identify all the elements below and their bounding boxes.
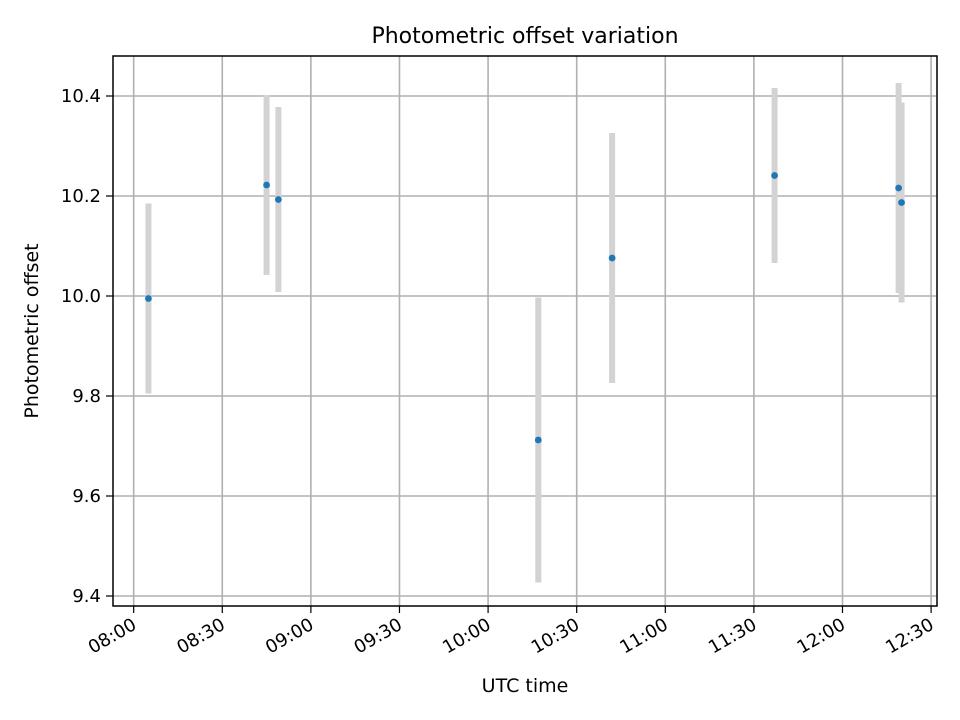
data-point [534, 436, 542, 444]
data-point [771, 172, 778, 179]
x-tick-label: 08:00 [85, 614, 140, 658]
data-point [895, 184, 903, 192]
data-point [274, 196, 282, 203]
x-tick-label: 11:30 [705, 614, 760, 658]
data-points [145, 172, 905, 444]
y-axis-ticks: 9.4 9.6 9.8 10.0 10.2 10.4 [61, 86, 113, 607]
plot-frame [112, 55, 938, 607]
y-tick-label: 10.0 [61, 286, 101, 307]
x-tick-label: 12:30 [882, 614, 937, 658]
y-tick-label: 10.2 [61, 186, 101, 207]
data-point [898, 199, 905, 206]
y-tick-label: 9.8 [72, 386, 101, 407]
x-tick-label: 12:00 [794, 614, 849, 658]
x-tick-label: 09:00 [262, 614, 317, 658]
x-tick-label: 10:30 [528, 614, 583, 658]
grid [113, 56, 937, 606]
x-tick-label: 11:00 [616, 614, 671, 658]
data-point [608, 254, 616, 262]
data-point [263, 181, 270, 189]
y-axis-label: Photometric offset [21, 243, 43, 418]
x-tick-label: 10:00 [439, 614, 494, 658]
x-axis-label: UTC time [482, 675, 569, 697]
y-tick-label: 10.4 [61, 86, 101, 107]
error-bars [145, 83, 905, 583]
y-tick-label: 9.4 [72, 586, 101, 607]
data-point [145, 295, 152, 302]
y-tick-label: 9.6 [72, 486, 101, 507]
x-tick-label: 08:30 [173, 614, 228, 658]
x-tick-label: 09:30 [351, 614, 406, 658]
chart-title: Photometric offset variation [371, 24, 678, 49]
x-axis-ticks: 08:00 08:30 09:00 09:30 10:00 10:30 11:00 11:30… [85, 606, 938, 658]
